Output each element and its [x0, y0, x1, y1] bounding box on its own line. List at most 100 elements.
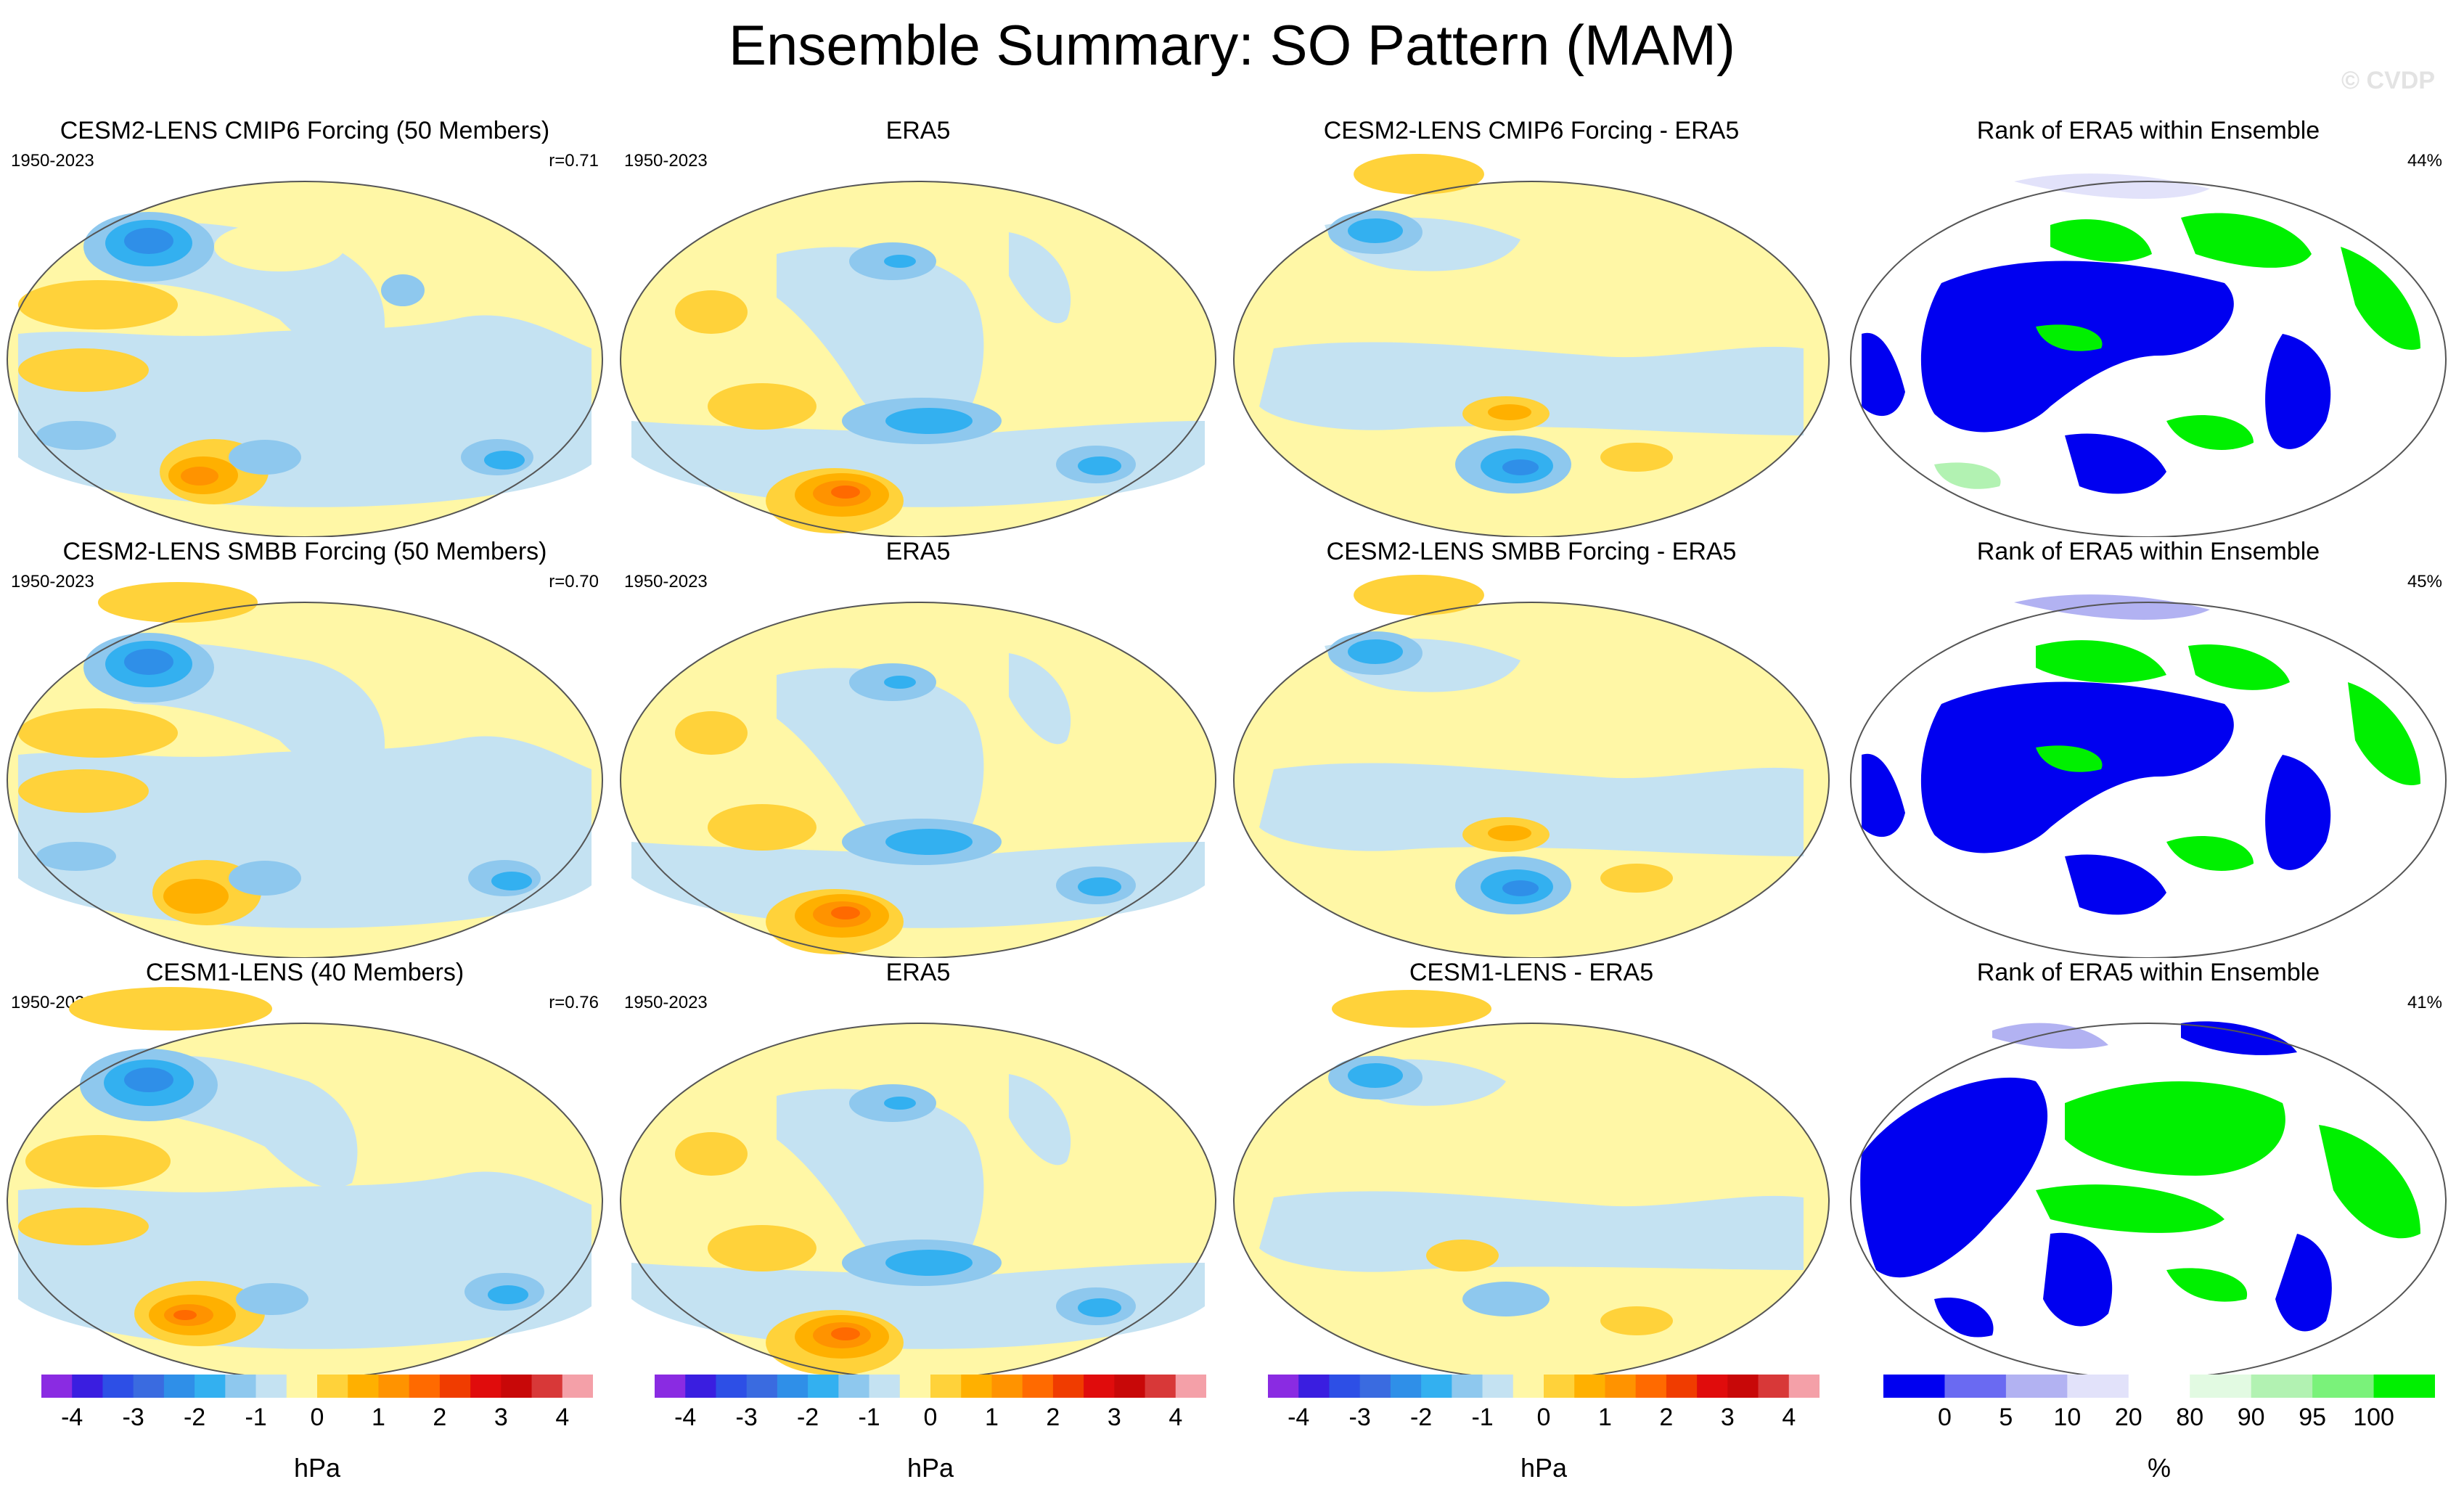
colorbar-cell [1084, 1375, 1115, 1398]
slp-map [620, 181, 1216, 537]
colorbar-tick-label: 1 [372, 1404, 385, 1431]
colorbar-tick-label: 80 [2176, 1404, 2203, 1431]
colorbar-swatches: -4 -3 -2 -1 0 1 2 3 4 [1268, 1375, 1820, 1431]
colorbar-cell [930, 1375, 962, 1398]
colorbar-cell [163, 1375, 195, 1398]
period-label: 1950-2023 [624, 993, 708, 1012]
slp-map [620, 1023, 1216, 1379]
colorbar-cell [1421, 1375, 1452, 1398]
colorbar-cell [716, 1375, 748, 1398]
colorbar-unit: hPa [906, 1453, 954, 1483]
colorbar-slp-2: -4 -3 -2 -1 0 1 2 3 4 hPa [655, 1372, 1206, 1495]
panel-diff-row2: CESM2-LENS SMBB Forcing - ERA5 [1230, 537, 1833, 958]
map-outline [7, 1023, 603, 1379]
colorbar-swatches: -4 -3 -2 -1 0 1 2 3 4 [655, 1375, 1206, 1431]
colorbar-cell [746, 1375, 778, 1398]
period-label: 1950-2023 [11, 572, 94, 591]
colorbar-cell [685, 1375, 716, 1398]
colorbar-cell [225, 1375, 257, 1398]
panel-model-row2: CESM2-LENS SMBB Forcing (50 Members) 195… [4, 537, 606, 958]
pattern-correlation: r=0.76 [549, 993, 599, 1012]
slp-map [620, 602, 1216, 958]
panel-title: CESM2-LENS SMBB Forcing - ERA5 [1326, 538, 1737, 565]
colorbar-tick-label: -2 [797, 1404, 819, 1431]
colorbar-cell [255, 1375, 287, 1398]
pattern-correlation: r=0.70 [549, 572, 599, 591]
colorbar-cell [1605, 1375, 1637, 1398]
colorbar-slp-3: -4 -3 -2 -1 0 1 2 3 4 hPa [1268, 1372, 1820, 1495]
panel-title: ERA5 [885, 117, 951, 144]
colorbar-tick-label: -4 [61, 1404, 83, 1431]
colorbar-cell [470, 1375, 502, 1398]
colorbar-cell [1574, 1375, 1605, 1398]
slp-field [1234, 154, 1829, 537]
colorbar-cell [1544, 1375, 1575, 1398]
panel-model-row1: CESM2-LENS CMIP6 Forcing (50 Members) 19… [4, 116, 606, 537]
panel-diff-row3: CESM1-LENS - ERA5 [1230, 958, 1833, 1379]
colorbar-tick-label: 3 [1108, 1404, 1121, 1431]
colorbar-cell [102, 1375, 134, 1398]
colorbar-cell [869, 1375, 901, 1398]
panel-title: CESM1-LENS (40 Members) [145, 959, 464, 986]
colorbar-tick-label: 2 [1046, 1404, 1060, 1431]
colorbar-tick-label: 1 [1598, 1404, 1612, 1431]
panel-diff-row1: CESM2-LENS CMIP6 Forcing - ERA5 [1230, 116, 1833, 537]
map-outline [1850, 602, 2447, 958]
colorbar-cell [1298, 1375, 1330, 1398]
colorbar-tick-label: -3 [736, 1404, 758, 1431]
panel-model-row3: CESM1-LENS (40 Members) 1950-2023 r=0.76 [4, 958, 606, 1379]
colorbar-tick-label: 10 [2053, 1404, 2081, 1431]
colorbar-cell [838, 1375, 870, 1398]
colorbar-tick-label: 20 [2115, 1404, 2142, 1431]
slp-map [7, 582, 603, 958]
colorbar-tick-label: 95 [2299, 1404, 2326, 1431]
colorbar-tick-label: 0 [924, 1404, 938, 1431]
slp-map [7, 987, 603, 1379]
slp-field [621, 1023, 1216, 1379]
colorbar-cell [1788, 1375, 1820, 1398]
map-outline [1850, 1023, 2447, 1379]
rank-field [1851, 594, 2446, 958]
colorbar-tick-label: 90 [2238, 1404, 2265, 1431]
colorbar-cell [41, 1375, 73, 1398]
rank-map [1850, 173, 2447, 537]
colorbar-tick-label: 0 [1938, 1404, 1952, 1431]
colorbar-cell [1758, 1375, 1790, 1398]
colorbar-cell [1145, 1375, 1176, 1398]
colorbar-cell [2251, 1375, 2313, 1398]
colorbar-tick-label: 4 [555, 1404, 569, 1431]
panel-rank-row2: Rank of ERA5 within Ensemble 45% [1847, 537, 2449, 958]
rank-map [1850, 1021, 2447, 1379]
map-outline [620, 1023, 1216, 1379]
colorbar-cell [1052, 1375, 1084, 1398]
colorbar-tick-label: 5 [1999, 1404, 2013, 1431]
colorbar-tick-label: 2 [1659, 1404, 1673, 1431]
slp-map [7, 181, 603, 537]
rank-percent: 44% [2407, 151, 2442, 171]
cvdp-watermark: © CVDP [2341, 67, 2435, 94]
rank-percent: 45% [2407, 572, 2442, 591]
colorbar-slp-1: -4 -3 -2 -1 0 1 2 3 4 hPa [41, 1372, 593, 1495]
colorbar-cell [1666, 1375, 1698, 1398]
rank-field [1851, 1021, 2446, 1379]
panel-title: Rank of ERA5 within Ensemble [1976, 117, 2320, 144]
colorbar-tick-label: 1 [985, 1404, 999, 1431]
slp-map [1233, 154, 1830, 537]
colorbar-cell [1390, 1375, 1422, 1398]
map-outline [1850, 181, 2447, 537]
panel-title: CESM2-LENS SMBB Forcing (50 Members) [62, 538, 547, 565]
panel-title: Rank of ERA5 within Ensemble [1976, 959, 2320, 986]
colorbar-tick-label: -4 [674, 1404, 696, 1431]
colorbar-cell [1329, 1375, 1361, 1398]
colorbar-swatches: -4 -3 -2 -1 0 1 2 3 4 [41, 1375, 593, 1431]
colorbar-cell [1022, 1375, 1054, 1398]
colorbar-cell [409, 1375, 441, 1398]
period-label: 1950-2023 [624, 572, 708, 591]
colorbar-tick-label: 3 [1721, 1404, 1735, 1431]
colorbar-cell [899, 1375, 931, 1398]
colorbar-unit: % [2147, 1453, 2171, 1483]
panel-obs-row1: ERA5 1950-2023 [617, 116, 1219, 537]
colorbar-cell [501, 1375, 533, 1398]
figure-title: Ensemble Summary: SO Pattern (MAM) [728, 13, 1735, 77]
colorbar-cell [195, 1375, 226, 1398]
